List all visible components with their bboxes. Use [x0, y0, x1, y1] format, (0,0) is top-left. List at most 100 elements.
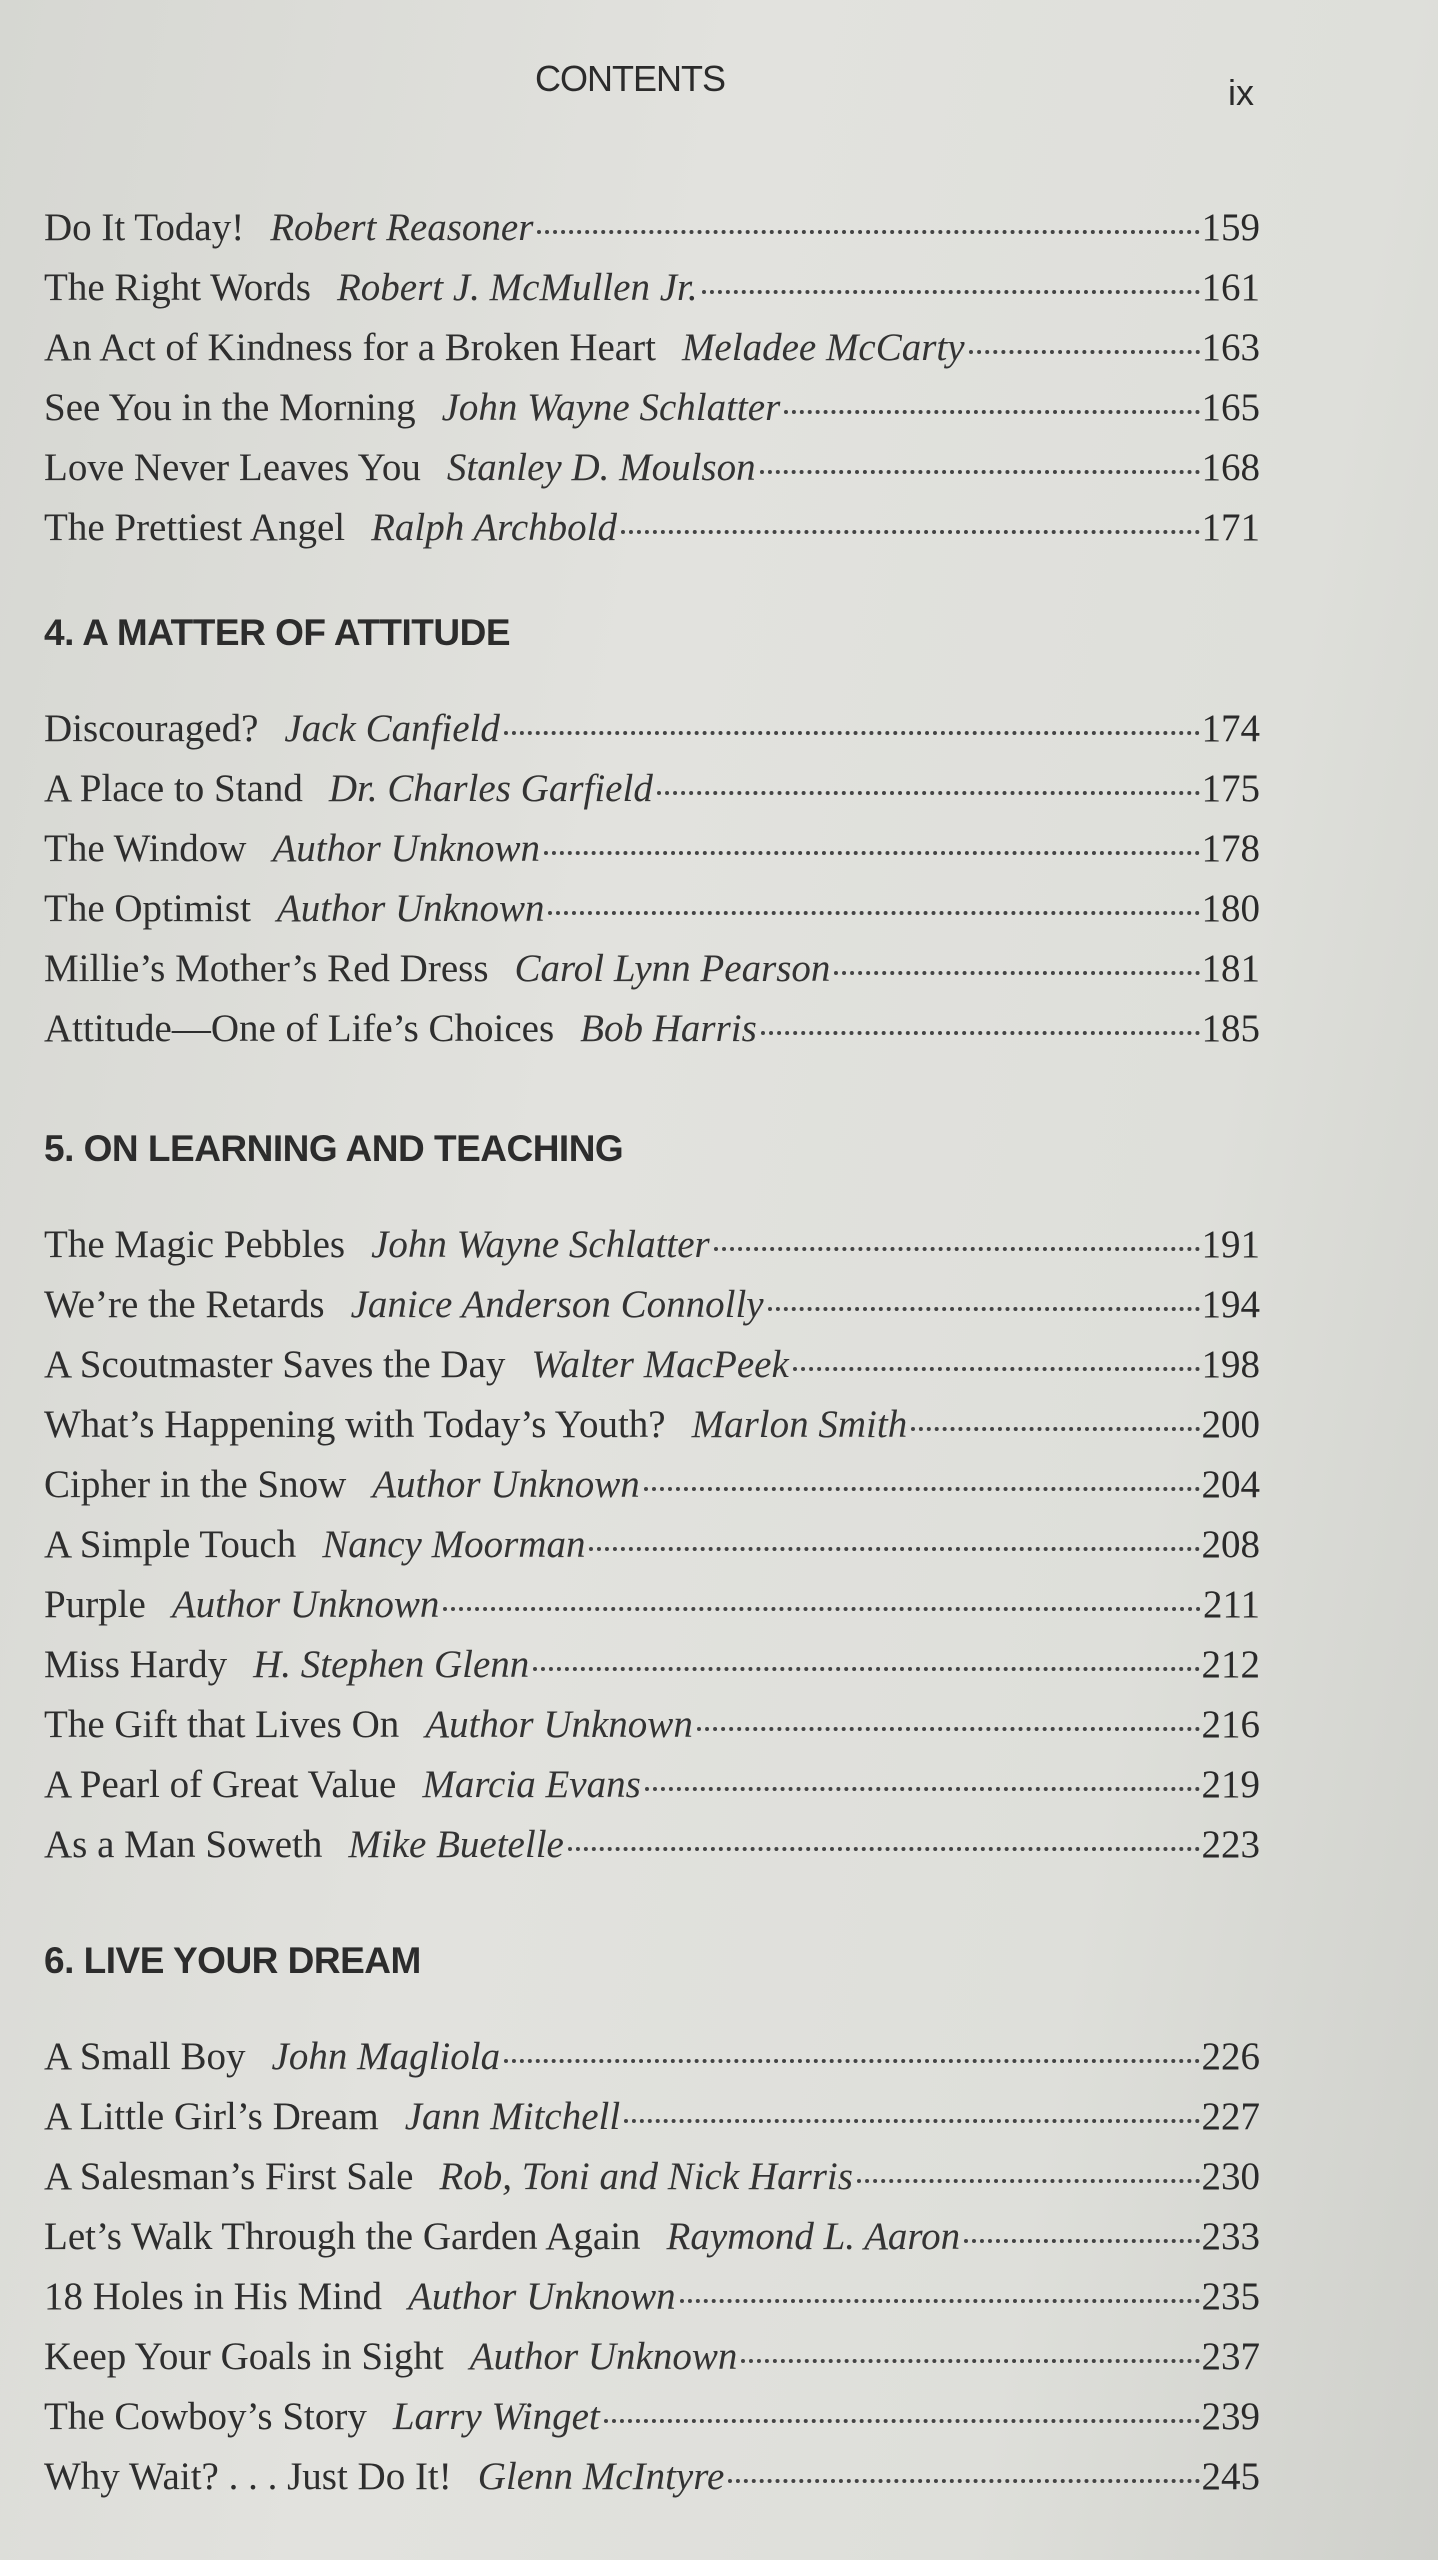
toc-entry: A Place to Stand Dr. Charles Garfield 175 — [44, 766, 1260, 826]
entry-author: Robert J. McMullen Jr. — [336, 266, 698, 309]
toc-entry: The Window Author Unknown 178 — [44, 826, 1260, 886]
entry-page: 233 — [1201, 2215, 1261, 2258]
entry-author: John Wayne Schlatter — [371, 1223, 710, 1266]
dot-leader — [701, 290, 1200, 294]
entry-title: A Little Girl’s Dream — [44, 2095, 379, 2138]
entry-title: A Scoutmaster Saves the Day — [44, 1343, 506, 1386]
entry-author: Author Unknown — [469, 2335, 738, 2378]
toc-section: Do It Today! Robert Reasoner 159 The Right … — [44, 205, 1260, 565]
entry-page: 171 — [1201, 506, 1261, 549]
entry-author: Rob, Toni and Nick Harris — [439, 2155, 853, 2198]
dot-leader — [537, 230, 1200, 234]
entry-title: As a Man Soweth — [44, 1823, 323, 1866]
dot-leader — [644, 1787, 1200, 1791]
entry-page: 175 — [1201, 767, 1261, 810]
entry-title: See You in the Morning — [44, 386, 416, 429]
toc-entry: Keep Your Goals in Sight Author Unknown 23… — [44, 2334, 1260, 2394]
toc-entry: Why Wait? . . . Just Do It! Glenn McIntyr… — [44, 2454, 1260, 2514]
section-heading: 6. LIVE YOUR DREAM — [44, 1940, 421, 1981]
entry-page: 230 — [1201, 2155, 1261, 2198]
dot-leader — [784, 410, 1200, 414]
toc-entry: Discouraged? Jack Canfield 174 — [44, 706, 1260, 766]
toc-entry: The Optimist Author Unknown 180 — [44, 886, 1260, 946]
entry-page: 237 — [1201, 2335, 1261, 2378]
dot-leader — [968, 350, 1200, 354]
toc-entry: The Magic Pebbles John Wayne Schlatter 191 — [44, 1222, 1260, 1282]
dot-leader — [624, 2119, 1200, 2123]
dot-leader — [759, 470, 1200, 474]
entry-title: The Gift that Lives On — [44, 1703, 400, 1746]
entry-page: 159 — [1201, 206, 1261, 249]
entry-author: Carol Lynn Pearson — [514, 947, 831, 990]
entry-page: 223 — [1201, 1823, 1261, 1866]
entry-title: Do It Today! — [44, 206, 245, 249]
toc-entry: Love Never Leaves You Stanley D. Moulson 1… — [44, 445, 1260, 505]
toc-section: 6. LIVE YOUR DREAM A Small Boy John Maglio… — [44, 1940, 1260, 2514]
dot-leader — [504, 2059, 1200, 2063]
entry-page: 239 — [1201, 2395, 1261, 2438]
entry-title: Love Never Leaves You — [44, 446, 421, 489]
section-heading: 5. ON LEARNING AND TEACHING — [44, 1128, 624, 1169]
entry-title: A Pearl of Great Value — [44, 1763, 397, 1806]
running-title: CONTENTS — [535, 58, 726, 99]
entry-page: 174 — [1201, 707, 1261, 750]
entry-title: Let’s Walk Through the Garden Again — [44, 2215, 641, 2258]
toc-section: 4. A MATTER OF ATTITUDE Discouraged? Jack … — [44, 612, 1260, 1066]
toc-entry: Purple Author Unknown 211 — [44, 1582, 1260, 1642]
entry-page: 165 — [1201, 386, 1261, 429]
entry-page: 235 — [1201, 2275, 1261, 2318]
entry-page: 208 — [1201, 1523, 1261, 1566]
entry-author: Jann Mitchell — [404, 2095, 621, 2138]
entry-page: 163 — [1201, 326, 1261, 369]
toc-entry: A Salesman’s First Sale Rob, Toni and Nic… — [44, 2154, 1260, 2214]
entry-page: 212 — [1201, 1643, 1261, 1686]
entry-page: 180 — [1201, 887, 1261, 930]
toc-entry: We’re the Retards Janice Anderson Connoll… — [44, 1282, 1260, 1342]
toc-entry: An Act of Kindness for a Broken Heart Mel… — [44, 325, 1260, 385]
entry-author: Author Unknown — [425, 1703, 693, 1746]
dot-leader — [728, 2479, 1200, 2483]
entry-page: 216 — [1201, 1703, 1261, 1746]
entry-page: 181 — [1201, 947, 1261, 990]
entry-title: The Prettiest Angel — [44, 506, 346, 549]
entry-title: The Magic Pebbles — [44, 1223, 346, 1266]
entry-page: 185 — [1201, 1007, 1261, 1050]
entry-author: Author Unknown — [372, 1463, 640, 1506]
dot-leader — [964, 2239, 1200, 2243]
entry-page: 161 — [1201, 266, 1261, 309]
entry-title: The Right Words — [44, 266, 311, 309]
toc-entry: A Small Boy John Magliola 226 — [44, 2034, 1260, 2094]
entry-title: The Window — [44, 827, 247, 870]
entry-title: Purple — [44, 1583, 146, 1626]
entry-title: The Optimist — [44, 887, 251, 930]
entry-author: Meladee McCarty — [681, 326, 965, 369]
toc-entry: The Right Words Robert J. McMullen Jr. 161 — [44, 265, 1260, 325]
entry-author: Janice Anderson Connolly — [350, 1283, 764, 1326]
dot-leader — [533, 1667, 1200, 1671]
entry-page: 194 — [1201, 1283, 1261, 1326]
toc-entry: Miss Hardy H. Stephen Glenn 212 — [44, 1642, 1260, 1702]
toc-entry: Do It Today! Robert Reasoner 159 — [44, 205, 1260, 265]
entry-page: 226 — [1201, 2035, 1261, 2078]
dot-leader — [548, 911, 1200, 915]
dot-leader — [589, 1547, 1200, 1551]
dot-leader — [643, 1487, 1200, 1491]
entry-author: Glenn McIntyre — [477, 2455, 725, 2498]
entry-author: Nancy Moorman — [322, 1523, 586, 1566]
dot-leader — [696, 1727, 1200, 1731]
toc-entry: The Prettiest Angel Ralph Archbold 171 — [44, 505, 1260, 565]
entry-title: A Small Boy — [44, 2035, 246, 2078]
toc-entry: See You in the Morning John Wayne Schlatt… — [44, 385, 1260, 445]
entry-title: We’re the Retards — [44, 1283, 325, 1326]
toc-entry: 18 Holes in His Mind Author Unknown 235 — [44, 2274, 1260, 2334]
entry-title: Discouraged? — [44, 707, 259, 750]
toc-section: 5. ON LEARNING AND TEACHING The Magic Peb… — [44, 1128, 1260, 1882]
dot-leader — [443, 1607, 1201, 1611]
dot-leader — [656, 791, 1200, 795]
dot-leader — [713, 1247, 1200, 1251]
entry-page: 204 — [1201, 1463, 1261, 1506]
entry-page: 219 — [1201, 1763, 1261, 1806]
entry-title: A Place to Stand — [44, 767, 303, 810]
entry-title: An Act of Kindness for a Broken Heart — [44, 326, 656, 369]
dot-leader — [603, 2419, 1200, 2423]
